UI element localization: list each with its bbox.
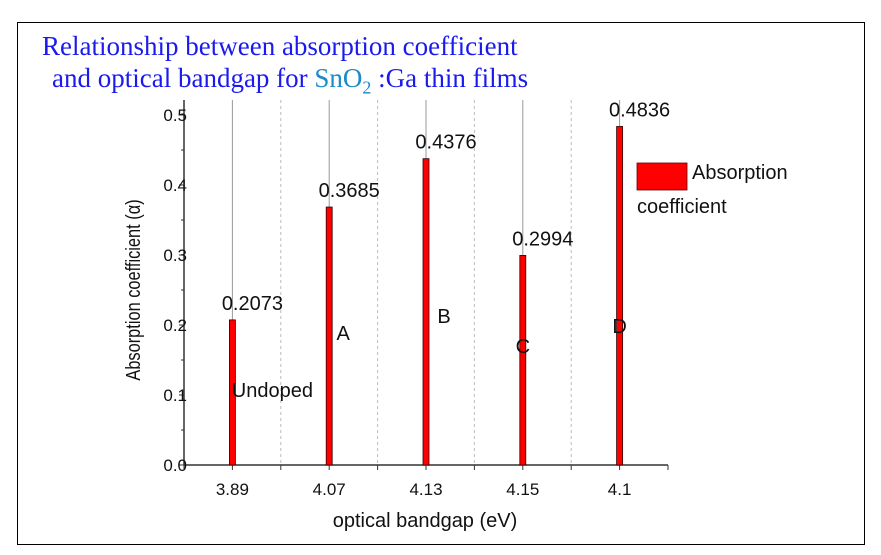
data-label: 0.3685 [319, 180, 380, 202]
data-label: 0.2994 [512, 228, 573, 250]
sample-label: D [612, 316, 626, 338]
bar [228, 319, 236, 466]
legend-label-line2: coefficient [637, 196, 727, 218]
sample-label: Undoped [232, 380, 313, 402]
y-tick-label: 0.2 [163, 316, 187, 335]
sample-label: B [437, 306, 450, 328]
bar [519, 255, 527, 466]
data-label: 0.4376 [415, 132, 476, 154]
sample-label: C [516, 336, 530, 358]
bar [422, 158, 430, 466]
legend-swatch [636, 162, 688, 191]
x-tick-label: 4.1 [608, 480, 632, 499]
bar [325, 206, 333, 466]
legend-label-line1: Absorption [692, 162, 788, 184]
title-text: and optical bandgap for [52, 63, 315, 93]
y-axis-label: Absorption coefficient (α) [121, 199, 144, 380]
title-chem-formula: SnO [314, 63, 363, 93]
x-tick-label: 4.13 [409, 480, 442, 499]
x-tick-label: 4.07 [313, 480, 346, 499]
x-tick-label: 3.89 [216, 480, 249, 499]
y-tick-label: 0.1 [163, 386, 187, 405]
chart-title-line1: Relationship between absorption coeffici… [42, 31, 518, 61]
y-tick-label: 0.4 [163, 176, 187, 195]
chart-title-line2: and optical bandgap for SnO2 :Ga thin fi… [52, 63, 528, 98]
y-tick-label: 0.5 [163, 106, 187, 125]
title-chem-sub: 2 [362, 77, 372, 98]
y-tick-label: 0.3 [163, 246, 187, 265]
x-axis-label: optical bandgap (eV) [333, 510, 518, 532]
y-tick-label: 0.0 [163, 456, 187, 475]
data-label: 0.4836 [609, 99, 670, 121]
chart-frame [17, 22, 865, 545]
title-chem: SnO2 [314, 63, 371, 97]
bar [616, 126, 623, 466]
sample-label: A [337, 323, 351, 345]
title-text-post: :Ga thin films [371, 63, 529, 93]
data-label: 0.2073 [222, 293, 283, 315]
x-tick-label: 4.15 [506, 480, 539, 499]
